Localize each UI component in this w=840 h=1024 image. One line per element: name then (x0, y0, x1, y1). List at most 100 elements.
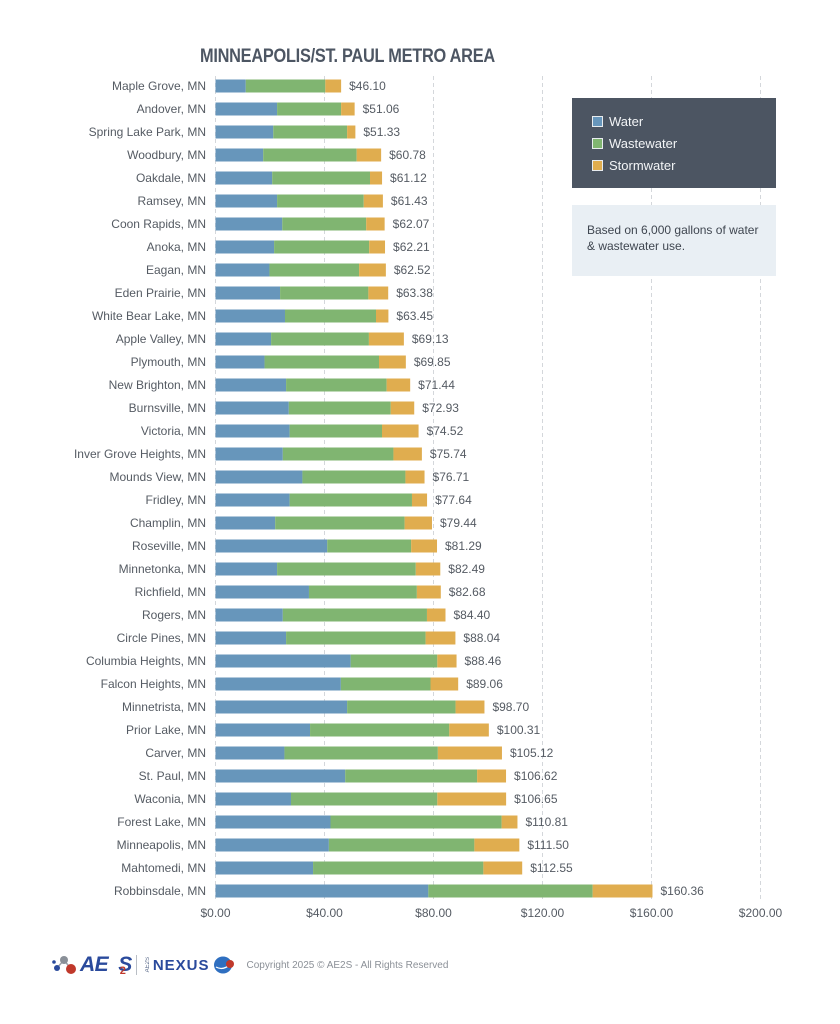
bar-wastewater (340, 677, 431, 691)
logo-divider (135, 955, 137, 975)
bar-water (215, 654, 351, 668)
category-labels: Maple Grove, MN Andover, MN Spring Lake Pa… (74, 79, 206, 898)
bar-water (215, 447, 283, 461)
bar-water (215, 815, 331, 829)
category-label: Eagan, MN (146, 263, 206, 277)
total-label: $61.12 (390, 171, 427, 185)
category-label: Robbinsdale, MN (114, 884, 206, 898)
copyright-text: Copyright 2025 © AE2S - All Rights Reser… (246, 959, 449, 971)
total-label: $51.33 (363, 125, 400, 139)
category-label: Minnetonka, MN (119, 562, 206, 576)
bar-wastewater (302, 470, 406, 484)
bar-wastewater (428, 884, 593, 898)
bars (215, 79, 653, 898)
category-label: Minnetrista, MN (122, 700, 206, 714)
bar-stormwater (368, 286, 389, 300)
bar-stormwater (477, 769, 507, 783)
bar-wastewater (286, 631, 426, 645)
chart-title: MINNEAPOLIS/ST. PAUL METRO AREA (199, 46, 495, 67)
category-label: Mounds View, MN (110, 470, 207, 484)
legend-label: Wastewater (609, 136, 678, 151)
wastewater-swatch-icon (592, 138, 603, 149)
bar-water (215, 838, 329, 852)
bar-wastewater (282, 608, 427, 622)
usage-note: Based on 6,000 gallons of water & wastew… (572, 205, 776, 276)
legend-item-stormwater: Stormwater (592, 158, 675, 173)
bar-water (215, 309, 285, 323)
bar-water (215, 263, 270, 277)
bar-water (215, 286, 281, 300)
total-label: $63.45 (396, 309, 433, 323)
total-label: $60.78 (389, 148, 426, 162)
category-label: Falcon Heights, MN (101, 677, 206, 691)
x-tick-label: $120.00 (521, 906, 565, 920)
usage-note-text: Based on 6,000 gallons of water & wastew… (587, 223, 759, 253)
bar-water (215, 562, 278, 576)
bar-water (215, 102, 278, 116)
total-label: $106.62 (514, 769, 558, 783)
bar-stormwater (449, 723, 489, 737)
bar-stormwater (483, 861, 523, 875)
molecule-icon (52, 956, 76, 974)
bar-wastewater (289, 424, 382, 438)
x-tick-label: $80.00 (415, 906, 452, 920)
bar-stormwater (366, 217, 385, 231)
bar-water (215, 769, 346, 783)
total-label: $81.29 (445, 539, 482, 553)
bar-stormwater (405, 470, 425, 484)
total-label: $46.10 (349, 79, 386, 93)
footer: AE S 2 AE2S NEXUS Copyright 2025 © AE2S -… (52, 952, 448, 978)
bar-stormwater (325, 79, 342, 93)
bar-water (215, 723, 311, 737)
bar-wastewater (264, 355, 379, 369)
bar-stormwater (376, 309, 389, 323)
total-label: $110.81 (525, 815, 568, 829)
bar-stormwater (474, 838, 520, 852)
total-label: $62.21 (393, 240, 430, 254)
total-label: $100.31 (497, 723, 541, 737)
x-axis-ticks: $0.00 $40.00 $80.00 $120.00 $160.00 $200.00 (200, 906, 782, 920)
bar-water (215, 884, 429, 898)
bar-water (215, 608, 283, 622)
bar-water (215, 700, 348, 714)
legend: Water Wastewater Stormwater (572, 98, 776, 188)
bar-wastewater (277, 562, 416, 576)
category-label: Richfield, MN (135, 585, 206, 599)
bar-wastewater (263, 148, 357, 162)
bar-stormwater (411, 539, 438, 553)
total-label: $89.06 (466, 677, 503, 691)
total-label: $51.06 (363, 102, 400, 116)
total-label: $72.93 (422, 401, 459, 415)
x-tick-label: $0.00 (200, 906, 230, 920)
ae2s-wordmark: AE S (80, 953, 132, 976)
bar-wastewater (347, 700, 456, 714)
category-label: Victoria, MN (141, 424, 206, 438)
bar-stormwater (411, 493, 428, 507)
total-label: $106.65 (514, 792, 558, 806)
bar-stormwater (430, 677, 459, 691)
total-label: $69.85 (414, 355, 451, 369)
total-label: $63.38 (396, 286, 433, 300)
bar-stormwater (425, 631, 456, 645)
bar-stormwater (368, 332, 404, 346)
bar-water (215, 861, 314, 875)
bar-wastewater (280, 286, 369, 300)
bar-stormwater (437, 792, 507, 806)
bar-stormwater (426, 608, 446, 622)
bar-wastewater (275, 516, 405, 530)
bar-water (215, 332, 272, 346)
bar-wastewater (288, 401, 391, 415)
legend-item-water: Water (592, 114, 643, 129)
bar-wastewater (308, 585, 417, 599)
category-label: White Bear Lake, MN (92, 309, 206, 323)
category-label: Eden Prairie, MN (115, 286, 206, 300)
category-label: Plymouth, MN (131, 355, 206, 369)
total-labels: $46.10 $51.06 $51.33 $60.78 $61.12 $61.43 $62.… (349, 79, 704, 898)
total-label: $82.68 (449, 585, 486, 599)
bar-wastewater (277, 194, 364, 208)
bar-wastewater (290, 792, 438, 806)
bar-stormwater (356, 148, 382, 162)
bar-water (215, 355, 265, 369)
x-tick-label: $200.00 (739, 906, 783, 920)
total-label: $74.52 (427, 424, 464, 438)
